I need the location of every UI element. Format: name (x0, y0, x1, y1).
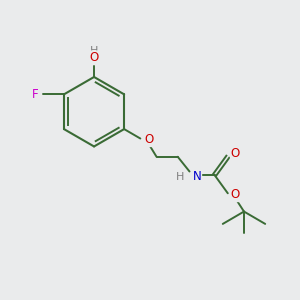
Text: O: O (89, 51, 99, 64)
Text: O: O (144, 133, 153, 146)
Text: F: F (32, 88, 38, 101)
Text: O: O (231, 147, 240, 160)
Text: O: O (231, 188, 240, 201)
Text: H: H (90, 46, 98, 56)
Text: N: N (193, 170, 201, 183)
Text: H: H (176, 172, 184, 182)
